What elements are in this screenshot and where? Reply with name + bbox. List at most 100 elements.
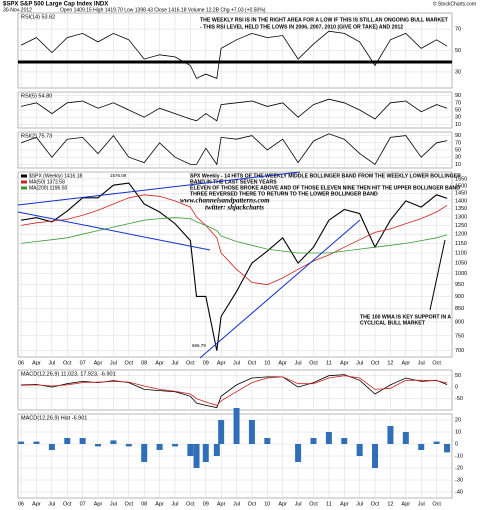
hist-bar — [79, 438, 86, 444]
trend-line — [199, 219, 361, 359]
y-tick-label: 1450 — [455, 191, 467, 197]
y-tick-label: 800 — [455, 319, 464, 325]
x-tick-label: Oct — [371, 501, 380, 507]
hist-bar — [295, 444, 302, 462]
hist-bar — [310, 438, 317, 444]
y-tick-label: 70 — [455, 140, 461, 146]
y-tick-label: 50 — [455, 373, 461, 379]
y-tick-label: 1200 — [455, 232, 467, 238]
y-tick-label: 20 — [455, 417, 461, 423]
x-tick-label: Apr — [217, 360, 226, 366]
hist-bar — [18, 441, 25, 444]
x-tick-label: Oct — [125, 501, 134, 507]
legend-swatch — [21, 174, 27, 178]
y-tick-label: -20 — [455, 465, 463, 471]
annotation: SPX Weekly - 14 HITS OF THE WEEKLY MIDDL… — [190, 173, 461, 179]
x-tick-label: Jul — [418, 360, 425, 366]
x-tick-label: 06 — [18, 360, 24, 366]
panel-title: MACD(12,26,9) Hist -6.901 — [21, 415, 87, 421]
x-tick-label: 11 — [326, 360, 332, 366]
x-tick-label: Apr — [32, 360, 41, 366]
x-tick-label: Jul — [356, 501, 363, 507]
series-line — [21, 374, 448, 409]
x-tick-label: Apr — [94, 501, 103, 507]
x-tick-label: 09 — [203, 501, 209, 507]
hist-bar — [125, 444, 132, 447]
y-tick-label: 50 — [455, 147, 461, 153]
x-tick-label: Oct — [371, 360, 380, 366]
x-tick-label: 08 — [141, 360, 147, 366]
hist-bar — [141, 444, 148, 462]
y-tick-label: 1300 — [455, 214, 467, 220]
legend-swatch — [21, 180, 27, 184]
y-tick-label: 30 — [455, 69, 461, 75]
x-tick-label: Oct — [432, 501, 441, 507]
x-tick-label: Apr — [340, 501, 349, 507]
x-tick-label: Jul — [295, 501, 302, 507]
y-tick-label: 1550 — [455, 176, 467, 182]
x-tick-label: Oct — [63, 501, 72, 507]
panel-frame — [17, 171, 453, 358]
y-tick-label: 1000 — [455, 271, 467, 277]
legend-label: $SPX (Weekly) 1416.18 — [29, 173, 82, 179]
x-tick-label: Apr — [155, 360, 164, 366]
hist-bar — [48, 444, 55, 450]
x-tick-label: 11 — [326, 501, 332, 507]
hist-bar — [248, 420, 255, 444]
hist-bar — [444, 444, 451, 453]
hist-bar — [402, 432, 409, 444]
y-tick-label: 0 — [455, 441, 458, 447]
series-line — [21, 98, 448, 122]
panel-frame — [17, 369, 453, 411]
y-tick-label: -50 — [455, 396, 463, 402]
panel-title: RSI(14) 53.62 — [21, 14, 55, 20]
x-tick-label: Jul — [171, 501, 178, 507]
annotation: ELEVEN OF THOSE BROKE ABOVE AND OF THOSE… — [190, 185, 460, 191]
y-tick-label: 1400 — [455, 198, 467, 204]
hist-bar — [187, 444, 194, 456]
y-tick-label: 750 — [455, 333, 464, 339]
series-line — [20, 133, 448, 166]
hist-bar — [33, 441, 40, 444]
annotation: THE WEEKLY RSI IS IN THE RIGHT AREA FOR … — [200, 17, 449, 23]
hist-bar — [156, 444, 163, 450]
y-tick-label: 1350 — [455, 206, 467, 212]
x-tick-label: Apr — [402, 360, 411, 366]
legend-label: MA(200) 1196.50 — [29, 185, 67, 191]
y-tick-label: 1050 — [455, 261, 467, 267]
y-tick-label: 30 — [455, 155, 461, 161]
arrow — [429, 239, 446, 311]
y-tick-label: 50 — [455, 48, 461, 54]
y-tick-label: 70 — [455, 27, 461, 33]
y-tick-label: 0 — [455, 385, 458, 391]
hist-bar — [387, 426, 394, 444]
hist-bar — [418, 444, 425, 450]
hist-bar — [193, 444, 200, 468]
hist-bar — [433, 441, 440, 444]
x-tick-label: Apr — [94, 360, 103, 366]
x-tick-label: Apr — [217, 501, 226, 507]
y-tick-label: 90 — [455, 133, 461, 139]
x-tick-label: Apr — [340, 360, 349, 366]
x-tick-label: Jul — [233, 360, 240, 366]
annotation: www.channelsandpatterns.com — [180, 197, 270, 205]
y-tick-label: 10 — [455, 162, 461, 168]
legend-swatch — [21, 186, 27, 190]
series-line — [21, 217, 448, 254]
hist-bar — [218, 420, 225, 444]
x-tick-label: 09 — [203, 360, 209, 366]
panel-title: RSI(2) 75.73 — [21, 133, 52, 139]
panel-title: MACD(12,26,9) 11.023, 17.923, -6.901 — [21, 371, 116, 377]
y-tick-label: 700 — [455, 348, 464, 354]
x-tick-label: Oct — [309, 360, 318, 366]
hist-bar — [356, 444, 363, 456]
x-tick-label: Oct — [248, 360, 257, 366]
x-tick-label: Jul — [356, 360, 363, 366]
hist-bar — [213, 444, 220, 456]
hist-bar — [202, 444, 209, 462]
x-tick-label: Jul — [418, 501, 425, 507]
y-tick-label: 950 — [455, 282, 464, 288]
x-tick-label: 10 — [264, 501, 270, 507]
annotation: CYCLICAL BULL MARKET — [360, 320, 426, 326]
x-tick-label: Apr — [278, 501, 287, 507]
